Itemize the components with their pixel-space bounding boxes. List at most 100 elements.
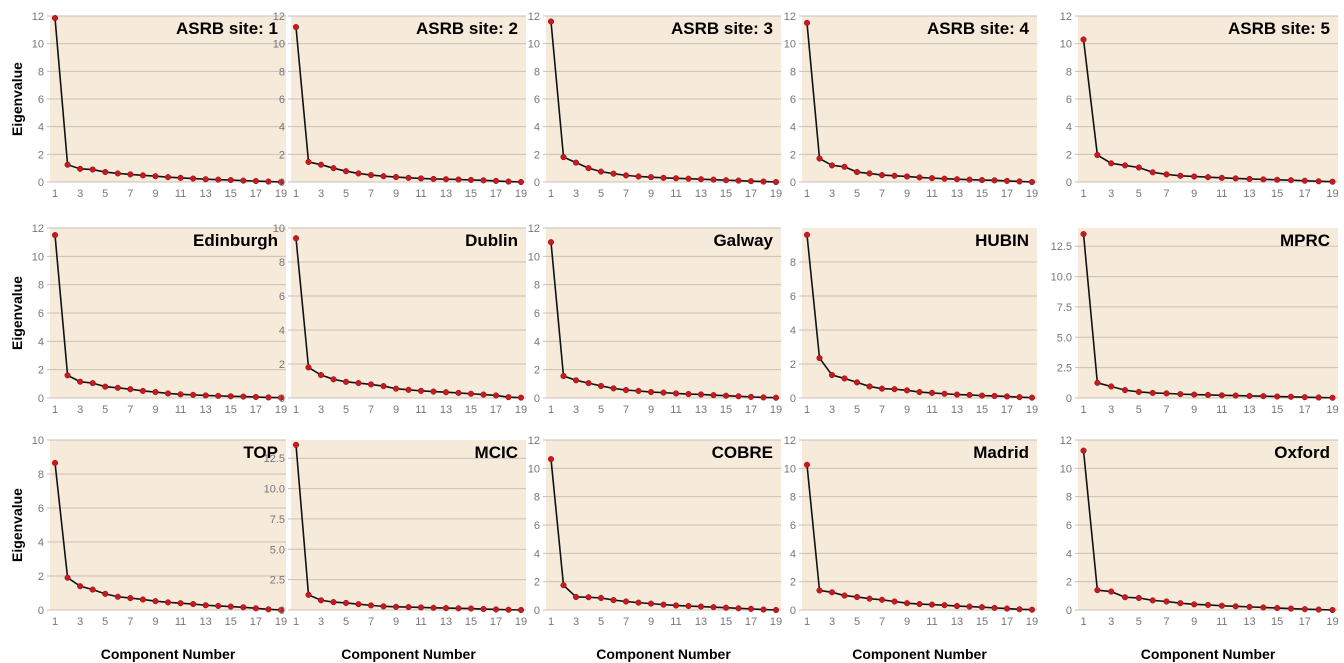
y-tick-label: 0 [38, 177, 44, 189]
x-tick-label: 15 [976, 404, 988, 416]
x-tick-label: 13 [951, 188, 963, 200]
x-tick-label: 1 [804, 616, 810, 628]
x-tick-label: 17 [250, 616, 262, 628]
x-tick-label: 13 [951, 616, 963, 628]
data-point [455, 389, 462, 396]
data-point [227, 393, 234, 400]
x-tick-label: 5 [598, 616, 604, 628]
data-point [928, 175, 936, 182]
x-tick-label: 11 [415, 188, 426, 200]
data-point [1016, 606, 1023, 613]
data-point [1135, 594, 1142, 602]
data-point [1301, 394, 1308, 401]
panel-title: ASRB site: 3 [671, 19, 773, 38]
data-point [660, 601, 667, 608]
data-point [635, 599, 642, 606]
data-point [1163, 598, 1170, 605]
data-point [380, 383, 387, 390]
x-tick-label: 19 [770, 188, 782, 200]
data-point [305, 364, 312, 371]
data-point [1315, 606, 1322, 613]
y-tick-label: 0 [279, 605, 285, 617]
data-point [803, 19, 811, 26]
x-tick-label: 3 [318, 404, 324, 416]
data-point [265, 178, 272, 185]
data-point [685, 175, 692, 182]
data-point [1080, 36, 1087, 43]
data-point [1218, 174, 1225, 181]
x-tick-label: 13 [1243, 188, 1255, 200]
x-tick-label: 13 [695, 404, 707, 416]
panel-title: MPRC [1280, 231, 1330, 250]
x-tick-label: 9 [393, 188, 399, 200]
data-point [891, 172, 898, 179]
data-point [517, 178, 525, 186]
y-tick-label: 4 [534, 336, 540, 348]
data-point [1204, 174, 1212, 181]
data-point [1121, 594, 1129, 601]
y-tick-label: 2.5 [1057, 363, 1072, 375]
y-tick-label: 4 [534, 122, 540, 134]
data-point [127, 171, 134, 178]
data-point [64, 574, 71, 581]
data-point [164, 599, 172, 606]
x-tick-label: 3 [829, 404, 835, 416]
x-axis-title: Component Number [101, 646, 236, 662]
x-tick-label: 15 [465, 188, 477, 200]
data-point [816, 355, 823, 362]
data-point [152, 389, 159, 396]
data-point [647, 174, 655, 181]
y-tick-label: 0 [534, 605, 540, 617]
x-tick-label: 19 [275, 616, 287, 628]
data-point [190, 601, 197, 608]
x-tick-label: 3 [573, 188, 579, 200]
x-tick-label: 19 [1026, 404, 1038, 416]
data-point [635, 173, 642, 180]
data-point [878, 596, 886, 603]
data-point [866, 170, 873, 177]
x-tick-label: 11 [175, 616, 186, 628]
y-tick-label: 12 [528, 11, 540, 23]
panel-title: MCIC [475, 443, 518, 462]
data-point [878, 172, 886, 179]
data-point [547, 456, 555, 463]
data-point [747, 605, 755, 612]
data-point [380, 173, 387, 180]
data-point [342, 599, 350, 607]
y-tick-label: 2.5 [270, 575, 285, 587]
y-tick-label: 7.5 [1057, 302, 1072, 314]
y-tick-label: 0 [1066, 177, 1072, 189]
x-tick-label: 7 [623, 404, 629, 416]
data-point [114, 593, 121, 600]
x-tick-label: 7 [127, 616, 133, 628]
data-point [647, 389, 655, 396]
data-point [215, 176, 222, 183]
x-tick-label: 15 [976, 616, 988, 628]
x-tick-label: 1 [293, 404, 299, 416]
x-tick-label: 5 [598, 188, 604, 200]
data-point [966, 176, 973, 183]
x-tick-label: 19 [1326, 404, 1338, 416]
data-point [1329, 394, 1336, 401]
data-point [1149, 597, 1156, 604]
data-point [177, 600, 184, 607]
x-tick-label: 19 [1326, 616, 1338, 628]
y-tick-label: 5.0 [1057, 332, 1072, 344]
data-point [1003, 393, 1011, 400]
y-tick-label: 12 [784, 11, 796, 23]
data-point [1191, 173, 1198, 180]
x-tick-label: 15 [465, 616, 477, 628]
data-point [114, 170, 121, 177]
x-tick-label: 5 [1136, 616, 1142, 628]
y-tick-label: 4 [279, 122, 285, 134]
data-point [585, 380, 592, 387]
y-tick-label: 8 [38, 280, 44, 292]
data-point [853, 379, 861, 386]
x-tick-label: 13 [440, 616, 452, 628]
data-point [77, 583, 84, 590]
data-point [1287, 605, 1295, 612]
